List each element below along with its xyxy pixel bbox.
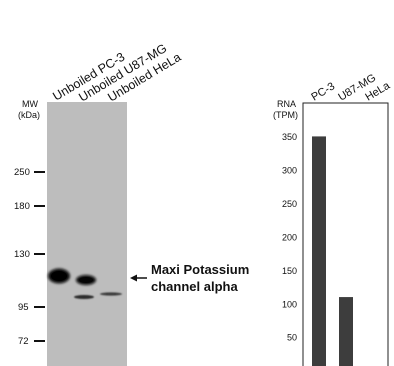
y-tick-label: 50 bbox=[287, 333, 297, 343]
category-label: PC-3 bbox=[309, 80, 337, 103]
y-tick-label: 200 bbox=[282, 232, 297, 242]
band-u87-lower bbox=[74, 295, 94, 299]
y-tick-label: 100 bbox=[282, 299, 297, 309]
rna-chart: RNA (TPM) 50 100 150 200 250 300 350 PC-3 U87-M… bbox=[273, 72, 393, 366]
mw-marker-72: 72 bbox=[18, 336, 29, 347]
annotation-line-1: Maxi Potassium bbox=[151, 262, 249, 277]
y-tick-label: 300 bbox=[282, 165, 297, 175]
bar-pc-3 bbox=[312, 136, 326, 366]
target-annotation: Maxi Potassium channel alpha bbox=[130, 262, 249, 294]
mw-marker-95: 95 bbox=[18, 302, 29, 313]
mw-label: MW bbox=[22, 99, 38, 109]
bar-u87-mg bbox=[339, 297, 353, 366]
y-tick-labels: 50 100 150 200 250 300 350 bbox=[282, 132, 297, 343]
y-tick-label: 150 bbox=[282, 266, 297, 276]
y-axis-title: RNA bbox=[277, 99, 296, 109]
band-pc3-core bbox=[51, 271, 67, 281]
mw-marker-180: 180 bbox=[14, 201, 30, 212]
mw-marker-250: 250 bbox=[14, 167, 30, 178]
chart-frame bbox=[302, 102, 389, 366]
arrow-left-icon bbox=[130, 274, 137, 282]
annotation-line-2: channel alpha bbox=[151, 279, 238, 294]
y-tick-label: 250 bbox=[282, 199, 297, 209]
mw-marker-130: 130 bbox=[14, 249, 30, 260]
y-tick-label: 350 bbox=[282, 132, 297, 142]
mw-unit: (kDa) bbox=[18, 110, 40, 120]
blot-bands bbox=[48, 268, 122, 299]
band-hela-lower bbox=[100, 292, 122, 296]
lane-labels: Unboiled PC-3 Unboiled U87-MG Unboiled H… bbox=[50, 41, 183, 105]
blot-membrane bbox=[47, 102, 127, 366]
blot-panel: Unboiled PC-3 Unboiled U87-MG Unboiled H… bbox=[14, 41, 249, 366]
bars bbox=[312, 136, 353, 366]
y-axis-unit: (TPM) bbox=[273, 110, 298, 120]
band-u87-core bbox=[79, 277, 93, 283]
mw-axis: MW (kDa) 250 180 130 95 72 bbox=[14, 99, 45, 347]
